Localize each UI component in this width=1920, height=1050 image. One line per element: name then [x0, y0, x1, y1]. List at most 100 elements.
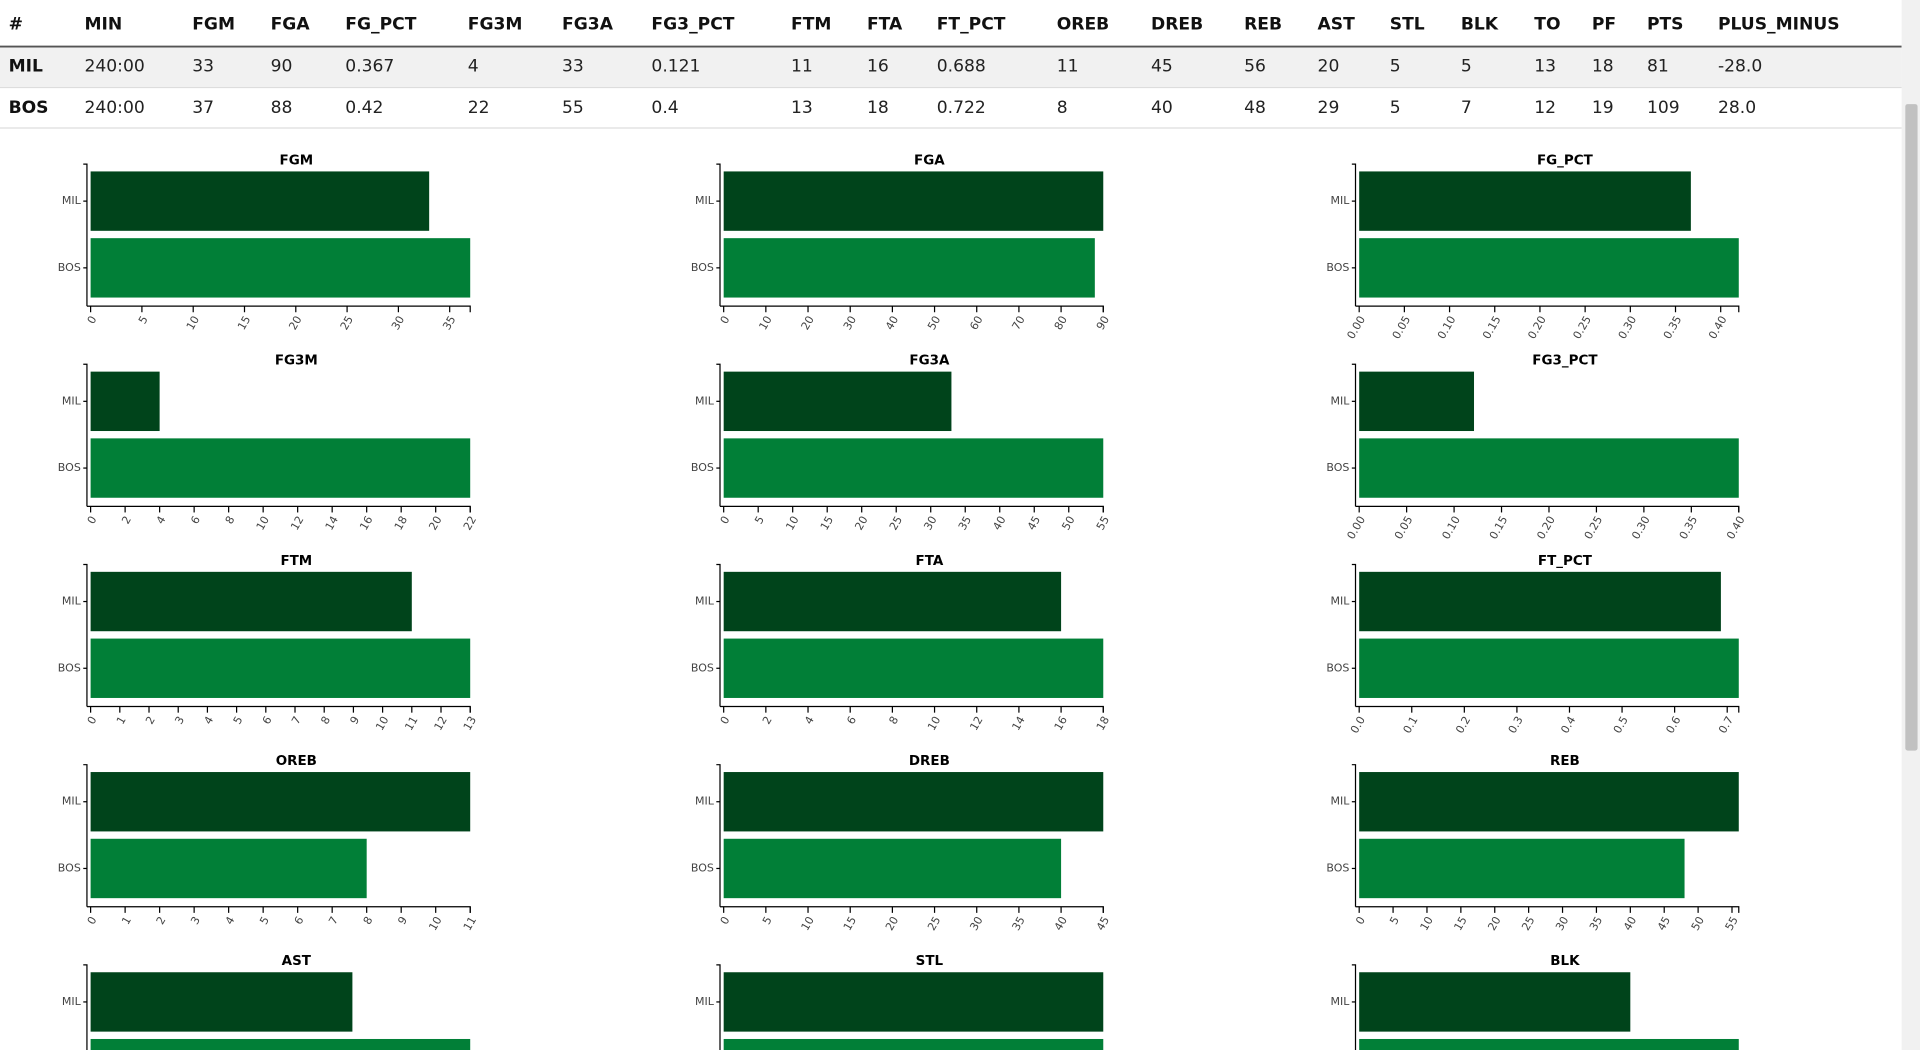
bar — [1359, 838, 1685, 899]
y-tick-label: MIL — [62, 394, 82, 407]
bar — [723, 1038, 1104, 1050]
chart-title: FGA — [914, 153, 945, 168]
x-tick-label: 25 — [338, 314, 356, 333]
table-cell: 20 — [1318, 57, 1340, 77]
x-tick-label: 20 — [1485, 914, 1503, 933]
x-tick-label: 25 — [887, 514, 905, 533]
column-header: FG3A — [562, 14, 614, 34]
y-tick-label: MIL — [62, 194, 82, 207]
column-header: AST — [1318, 14, 1356, 34]
y-tick-label: MIL — [695, 995, 715, 1008]
column-header: STL — [1390, 14, 1425, 34]
y-tick-label: BOS — [58, 261, 81, 274]
x-tick-label: 14 — [323, 514, 341, 533]
x-tick-label: 22 — [461, 514, 479, 533]
bar — [1359, 638, 1739, 698]
scrollbar-thumb[interactable] — [1905, 104, 1918, 751]
table-cell: 37 — [192, 98, 214, 118]
column-header: FG3_PCT — [651, 14, 734, 34]
column-header: FGA — [271, 14, 311, 34]
chart-title: FTM — [280, 554, 312, 569]
column-header: TO — [1534, 14, 1560, 34]
x-tick-label: 18 — [1094, 714, 1112, 733]
x-tick-label: 50 — [925, 314, 943, 333]
column-header: FG_PCT — [345, 14, 416, 34]
x-tick-label: 13 — [461, 714, 479, 733]
x-tick-label: 25 — [925, 914, 943, 933]
x-tick-label: 30 — [921, 514, 939, 533]
x-tick-label: 70 — [1010, 314, 1028, 333]
y-axis — [716, 563, 721, 707]
chart-title: STL — [916, 954, 944, 969]
chart-title: FT_PCT — [1538, 554, 1593, 569]
y-tick-label: MIL — [695, 194, 715, 207]
x-tick-label: 15 — [841, 914, 859, 933]
y-tick-label: MIL — [1330, 995, 1350, 1008]
y-tick-label: MIL — [1330, 595, 1350, 608]
y-axis — [83, 363, 88, 507]
x-tick-label: 55 — [1094, 514, 1112, 533]
x-axis — [1355, 906, 1740, 913]
table-cell: 29 — [1318, 98, 1340, 118]
x-axis — [86, 305, 471, 313]
x-tick-label: 10 — [783, 514, 801, 533]
column-header: OREB — [1057, 14, 1110, 34]
table-cell: 56 — [1244, 57, 1266, 77]
bar — [723, 838, 1062, 899]
column-header: FGM — [192, 14, 235, 34]
y-axis — [1351, 363, 1357, 507]
chart-title: FTA — [916, 554, 944, 569]
column-header: PF — [1592, 14, 1616, 34]
chart-title: FG3A — [909, 354, 950, 369]
x-tick-label: 10 — [925, 714, 943, 733]
table-cell: 28.0 — [1718, 98, 1756, 118]
y-axis — [1351, 764, 1357, 907]
x-tick-label: 12 — [288, 514, 306, 533]
table-cell: 90 — [271, 57, 293, 77]
x-tick-label: 40 — [883, 314, 901, 333]
table-cell: 22 — [468, 98, 490, 118]
row-header: BOS — [9, 98, 49, 118]
bar — [723, 772, 1104, 832]
x-tick-label: 20 — [799, 314, 817, 333]
x-tick-label: 50 — [1059, 514, 1077, 533]
x-tick-label: 25 — [1519, 914, 1537, 933]
table-cell: 33 — [562, 57, 584, 77]
table-cell: 13 — [1534, 57, 1556, 77]
table-cell: 0.688 — [937, 57, 986, 77]
chart-title: FG3M — [275, 354, 318, 369]
y-axis — [83, 964, 88, 1050]
table-cell: 0.4 — [651, 98, 678, 118]
chart-title: FGM — [280, 153, 314, 168]
bar — [723, 171, 1104, 231]
x-tick-label: 30 — [389, 314, 407, 333]
bar — [723, 238, 1095, 298]
table-cell: 5 — [1390, 98, 1401, 118]
y-axis — [83, 163, 88, 307]
y-tick-label: BOS — [691, 461, 714, 474]
y-tick-label: MIL — [695, 394, 715, 407]
table-cell: 240:00 — [84, 98, 144, 118]
x-tick-label: 35 — [956, 514, 974, 533]
y-axis — [716, 163, 721, 307]
column-header: FTA — [867, 14, 903, 34]
y-tick-label: MIL — [1330, 394, 1350, 407]
y-axis — [1351, 163, 1357, 307]
table-cell: 13 — [791, 98, 813, 118]
y-tick-label: MIL — [1330, 194, 1350, 207]
table-cell: 33 — [192, 57, 214, 77]
chart-title: FG3_PCT — [1532, 354, 1598, 369]
bar — [90, 571, 412, 632]
x-tick-label: 15 — [818, 514, 836, 533]
y-tick-label: MIL — [1330, 795, 1350, 808]
x-axis — [1355, 305, 1740, 313]
bar — [1359, 772, 1739, 832]
table-cell: -28.0 — [1718, 57, 1762, 77]
bar — [90, 772, 471, 832]
x-tick-label: 45 — [1655, 914, 1673, 933]
x-tick-label: 45 — [1094, 914, 1112, 933]
bar — [1359, 571, 1721, 632]
y-tick-label: MIL — [695, 595, 715, 608]
x-tick-label: 20 — [883, 914, 901, 933]
